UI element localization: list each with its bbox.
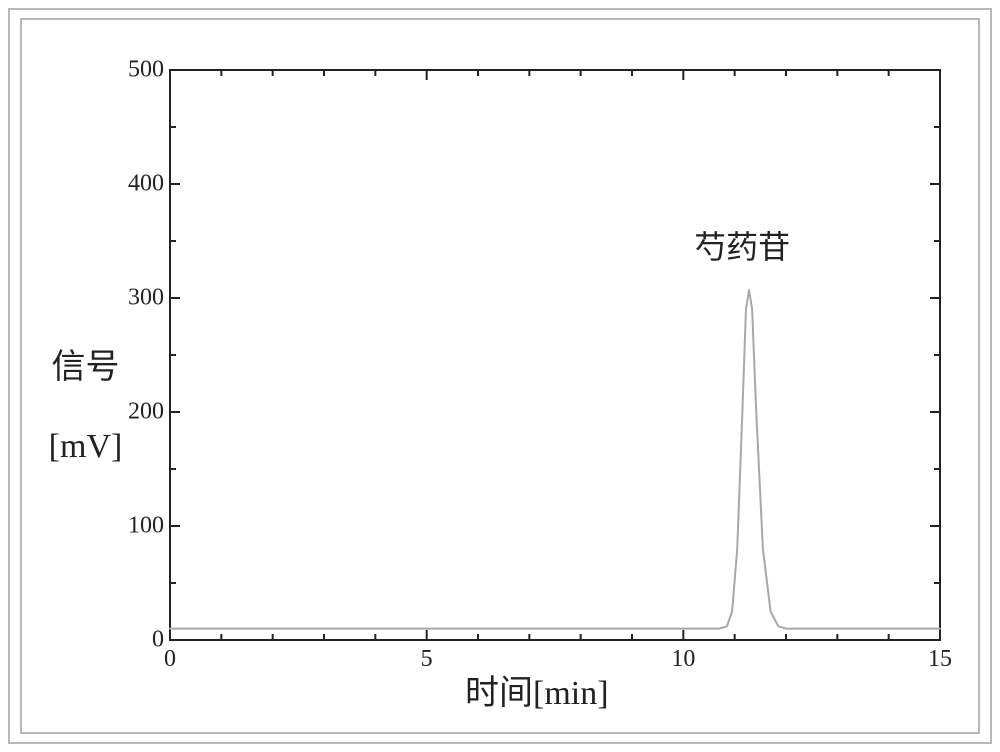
y-axis-label: 信号 [mV] bbox=[22, 309, 132, 465]
chromatogram-plot bbox=[130, 30, 980, 680]
y-tick-label: 100 bbox=[128, 513, 164, 540]
x-tick-label: 5 bbox=[421, 646, 433, 673]
x-tick-label: 0 bbox=[164, 646, 176, 673]
y-tick-label: 400 bbox=[128, 171, 164, 198]
y-tick-label: 300 bbox=[128, 285, 164, 312]
peak-label: 芍药苷 bbox=[694, 222, 790, 268]
y-axis-label-line1: 信号 bbox=[52, 349, 120, 386]
y-axis-label-line2: [mV] bbox=[49, 428, 123, 465]
y-tick-label: 500 bbox=[128, 57, 164, 84]
x-axis-label: 时间[min] bbox=[465, 674, 609, 713]
y-tick-label: 200 bbox=[128, 399, 164, 426]
x-tick-label: 15 bbox=[928, 646, 952, 673]
y-tick-label: 0 bbox=[152, 627, 164, 654]
x-tick-label: 10 bbox=[671, 646, 695, 673]
